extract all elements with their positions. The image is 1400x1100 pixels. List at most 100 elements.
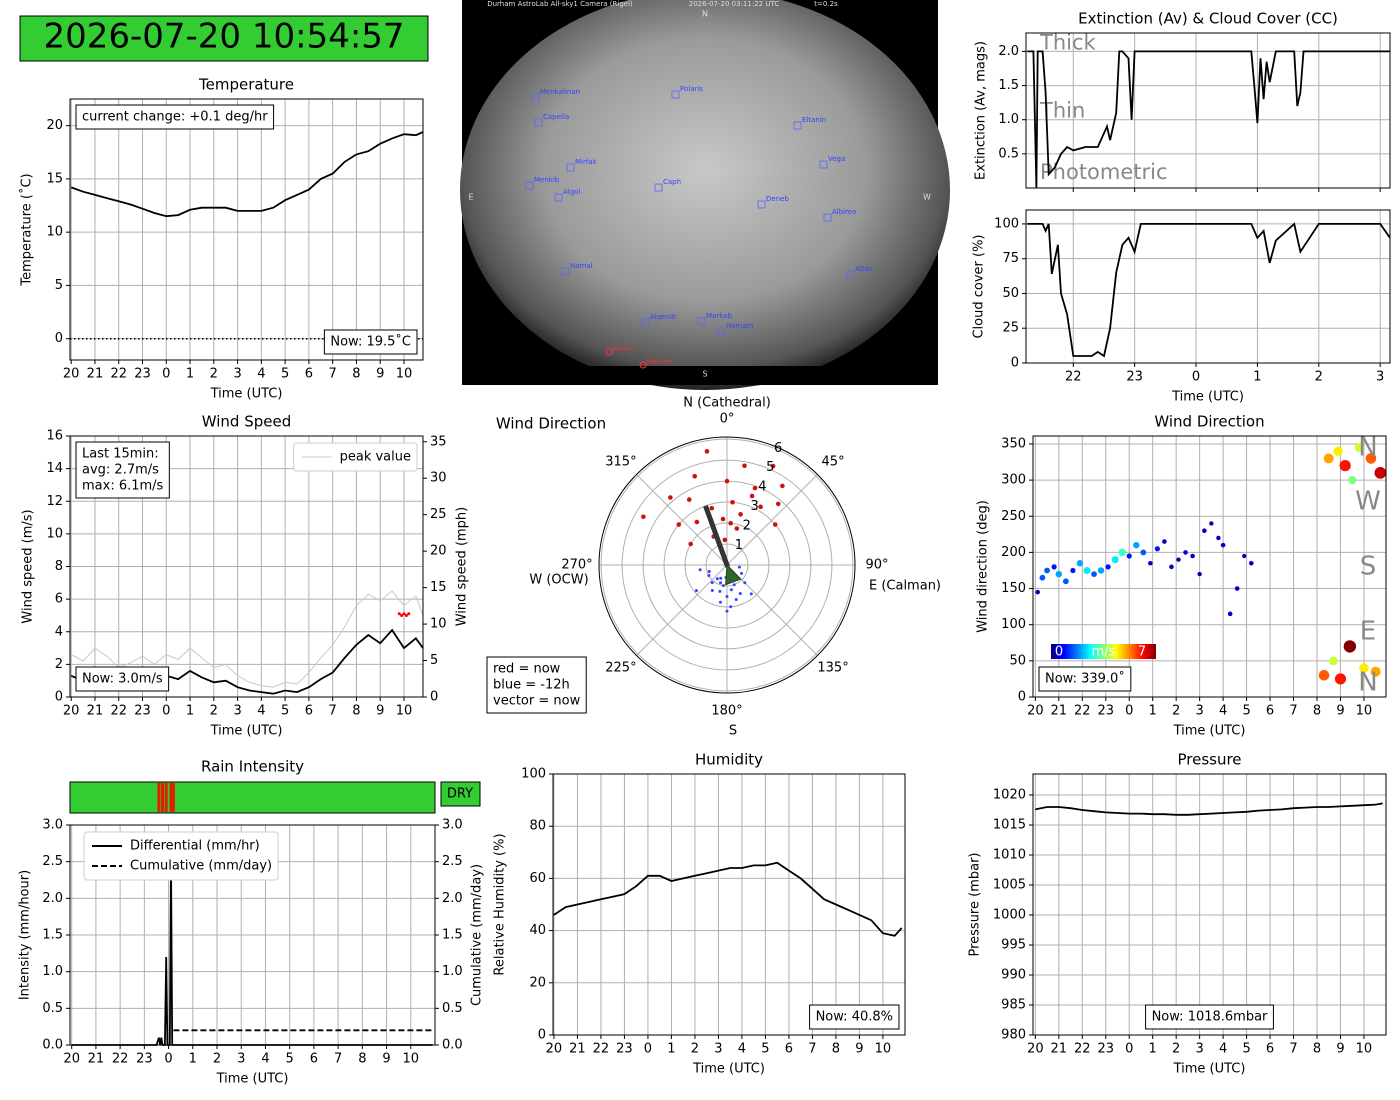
y-tick-label: 350 (1001, 436, 1026, 451)
scatter-point (1176, 557, 1181, 562)
x-tick-label: 0 (164, 1052, 172, 1067)
scatter-point (1354, 443, 1364, 452)
x-tick-label: 3 (233, 704, 241, 719)
scatter-point (1097, 567, 1105, 574)
y-tick-label: 100 (521, 767, 546, 782)
x-tick-label: 2 (210, 704, 218, 719)
r-tick-label: 1 (735, 538, 743, 553)
y-tick-label: 990 (1001, 968, 1026, 983)
scatter-point (1227, 611, 1233, 617)
scatter-point (1374, 466, 1387, 479)
plot-frame (1025, 209, 1391, 364)
star-label: Eltanin (802, 116, 826, 124)
x-tick-label: 22 (110, 704, 127, 719)
x-tick-label: 1 (189, 1052, 197, 1067)
y2-tick-label: 30 (430, 471, 447, 486)
x-tick-label: 23 (616, 1042, 633, 1057)
data-point (402, 612, 406, 616)
x-axis-label: Time (UTC) (1173, 1062, 1246, 1077)
scatter-point (1070, 567, 1076, 574)
wind-point (692, 473, 698, 479)
annotation-box (75, 666, 170, 692)
y2-tick-label: 0.0 (442, 1038, 463, 1053)
y-tick-label: 20 (46, 118, 63, 133)
plot-area (1026, 210, 1390, 363)
wind-point (676, 522, 682, 527)
y-tick-label: 60 (529, 871, 546, 886)
wind-point (738, 512, 743, 517)
y-tick-label: 150 (1001, 581, 1026, 596)
x-axis-label: Time (UTC) (692, 1062, 765, 1077)
star-marker (534, 118, 543, 127)
wind-point (668, 495, 673, 500)
plot-area (1033, 774, 1386, 1035)
chart-title: Temperature (198, 76, 294, 94)
scatter-point (1343, 640, 1357, 653)
x-tick-label: 8 (352, 367, 360, 382)
annotation-box (323, 329, 418, 355)
scatter-point (1076, 560, 1084, 567)
x-tick-label: 8 (352, 704, 360, 719)
star-label: Albireo (832, 208, 856, 216)
wind-point (758, 504, 763, 510)
scatter-point (1162, 539, 1167, 544)
y-tick-label: 40 (529, 923, 546, 938)
x-tick-label: 5 (1242, 704, 1250, 719)
polar-note: red = now (493, 662, 561, 677)
y-tick-label: 1020 (993, 788, 1026, 803)
y-tick-label: 0 (1011, 356, 1019, 371)
theta-tick-label: 135° (817, 661, 848, 676)
plot-frame (69, 98, 424, 361)
scatter-point (1148, 560, 1153, 566)
x-tick-label: 2 (691, 1042, 699, 1057)
vector-head (725, 563, 742, 586)
colorbar-label: m/s (1092, 645, 1116, 660)
y-tick-label: 1.0 (42, 964, 63, 979)
x-tick-label: 2 (210, 367, 218, 382)
x-tick-label: 8 (358, 1052, 366, 1067)
x-tick-label: 10 (1356, 1042, 1373, 1057)
plot-frame (69, 435, 424, 698)
plot-area (553, 774, 905, 1035)
series-line (70, 590, 424, 688)
star-marker (823, 213, 832, 222)
x-tick-label: 6 (785, 1042, 793, 1057)
y-tick-label: 1005 (993, 878, 1026, 893)
y-axis-label: Extinction (Av, mags) (974, 41, 989, 180)
y-tick-label: 100 (994, 216, 1019, 231)
wind-point (729, 588, 733, 592)
grid-spoke (726, 564, 818, 656)
r-tick-label: 5 (766, 460, 774, 475)
x-tick-label: 3 (1196, 1042, 1204, 1057)
scatter-point (1062, 578, 1069, 585)
y-tick-label: 250 (1001, 509, 1026, 524)
wind-vector (703, 504, 731, 568)
y2-axis-label: Cumulative (mm/day) (470, 864, 485, 1006)
x-tick-label: 4 (738, 1042, 746, 1057)
wind-point (730, 499, 735, 505)
star-label: Homam (726, 322, 754, 330)
chart-title: Wind Direction (1154, 413, 1264, 431)
plot-area (70, 99, 423, 360)
series-line (1027, 222, 1391, 358)
x-tick-label: 10 (396, 367, 413, 382)
polar-note-box (486, 656, 587, 714)
y-axis-label: Temperature (˚C) (19, 173, 35, 286)
cardinal-label: N (Cathedral) (683, 396, 771, 411)
planet-marker (605, 348, 613, 356)
x-tick-label: 1 (1253, 370, 1261, 385)
x-axis-label: Time (UTC) (210, 724, 283, 739)
plot-frame (1032, 435, 1387, 698)
y-tick-label: 2 (55, 657, 63, 672)
star-label: Markab (706, 312, 732, 320)
x-tick-label: 0 (1125, 1042, 1133, 1057)
chart-title: Humidity (695, 751, 763, 769)
grid-spoke (726, 474, 818, 566)
y-tick-label: 995 (1001, 938, 1026, 953)
scatter-point (1209, 521, 1214, 526)
scatter-point (1242, 553, 1247, 559)
colorbar (1051, 644, 1156, 659)
star-marker (793, 121, 802, 130)
theta-tick-label: 180° (711, 704, 742, 719)
scatter-point (1105, 564, 1111, 570)
